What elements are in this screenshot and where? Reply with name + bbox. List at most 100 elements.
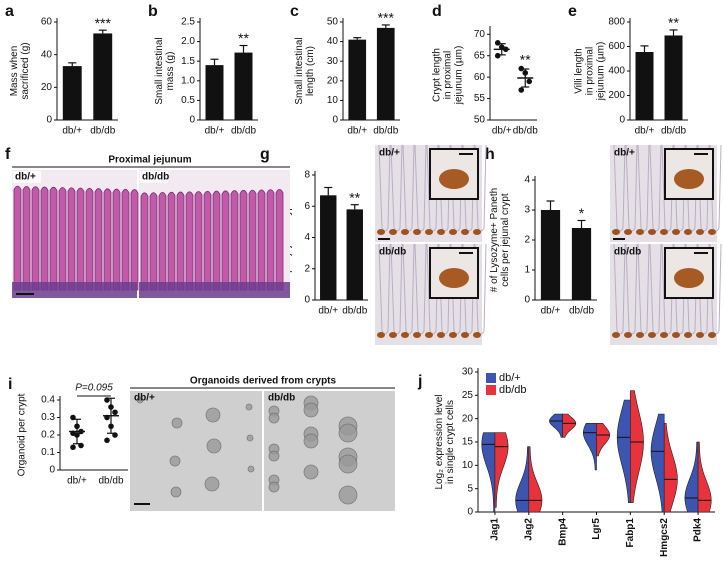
crypt <box>414 144 427 232</box>
crypt <box>450 144 463 232</box>
data-point <box>494 52 501 59</box>
organoid <box>303 433 319 449</box>
image-title: Organoids derived from crypts <box>190 376 337 387</box>
y-axis-label: jejunum (µm) <box>596 42 607 102</box>
y-tick-label: 0 <box>619 115 625 126</box>
y-axis-label: Organoid per crypt <box>17 393 28 476</box>
crypt <box>637 243 650 335</box>
bar <box>93 33 113 120</box>
legend-label: db/db <box>499 384 527 396</box>
villus <box>230 190 239 291</box>
stained-cells <box>708 332 716 338</box>
villus <box>76 187 85 291</box>
y-tick-label: 400 <box>608 66 625 77</box>
stained-cells <box>612 229 620 235</box>
legend-swatch <box>486 373 496 383</box>
y-tick-label: 0 <box>332 115 338 126</box>
villus <box>257 189 266 291</box>
x-tick-label: db/+ <box>318 306 338 317</box>
significance: ** <box>349 189 360 205</box>
image-label: db/db <box>379 247 406 258</box>
stained-cells <box>449 229 457 235</box>
y-axis-label: Small intestinal <box>154 37 165 104</box>
crypt <box>697 243 710 335</box>
image-label: db/db <box>268 393 295 404</box>
y-tick-label: 0 <box>524 295 530 306</box>
panel-letter: h <box>485 146 495 163</box>
villus <box>176 191 185 291</box>
x-tick-label: db/+ <box>205 126 225 137</box>
stained-cells <box>684 332 692 338</box>
stained-cells <box>425 332 433 338</box>
y-tick-label: 5 <box>467 483 473 494</box>
y-tick-label: 55 <box>474 93 486 104</box>
stained-cells <box>413 229 421 235</box>
x-tick-label: Fabp1 <box>625 518 636 548</box>
bar <box>348 39 367 120</box>
image-label: db/db <box>142 172 169 183</box>
y-tick-label: 0.1 <box>41 447 55 458</box>
x-tick-label: db/db <box>342 306 367 317</box>
violin-half <box>663 423 678 513</box>
y-tick-label: 4 <box>524 175 530 186</box>
stained-cells <box>648 332 656 338</box>
crypt <box>709 144 722 232</box>
stained-cells <box>449 332 457 338</box>
violin-half <box>528 446 543 513</box>
legend-swatch <box>486 385 496 395</box>
organoid <box>171 417 183 429</box>
villus <box>275 188 284 291</box>
y-axis-label: Villi length <box>574 48 585 93</box>
inset-cells <box>674 169 704 189</box>
x-tick-label: Hmgcs2 <box>659 518 670 557</box>
panel-letter: g <box>260 146 270 163</box>
image-title: Proximal jejunum <box>108 155 191 166</box>
x-tick-label: db/db <box>661 126 686 137</box>
y-tick-label: 10 <box>327 95 339 106</box>
villus <box>266 189 275 291</box>
bar <box>205 65 224 120</box>
y-axis-label: in proximal <box>443 51 454 99</box>
villus <box>13 185 22 291</box>
organoid <box>204 476 220 492</box>
panel-letter: d <box>432 3 442 20</box>
stained-cells <box>672 229 680 235</box>
x-tick-label: db/+ <box>541 306 561 317</box>
villus <box>194 191 203 291</box>
p-value: P=0.095 <box>75 383 113 394</box>
y-tick-label: 60 <box>41 17 53 28</box>
x-tick-label: db/+ <box>635 126 655 137</box>
villus <box>121 188 130 291</box>
panel-letter: j <box>417 373 422 390</box>
villus <box>203 190 212 291</box>
violin-half <box>515 446 530 513</box>
y-tick-label: 20 <box>462 413 474 424</box>
organoid <box>338 485 358 505</box>
villus <box>31 186 40 291</box>
bar <box>571 228 592 300</box>
y-axis-label: # of Lysozyme+ Paneth <box>489 188 500 292</box>
organoid <box>338 454 358 474</box>
x-tick-label: db/db <box>373 126 398 137</box>
organoid <box>338 423 358 443</box>
x-tick-label: Jag2 <box>523 518 534 541</box>
y-tick-label: 0 <box>467 507 473 518</box>
stained-cells <box>660 229 668 235</box>
x-tick-label: db/db <box>90 126 115 137</box>
x-tick-label: db/db <box>98 476 123 487</box>
bar <box>635 52 654 121</box>
y-axis-label: mass (g) <box>165 52 176 91</box>
crypt <box>378 243 391 335</box>
panel-letter: f <box>5 146 11 163</box>
x-tick-label: db/db <box>569 306 594 317</box>
y-tick-label: 0 <box>304 295 310 306</box>
y-tick-label: 20 <box>41 82 53 93</box>
crypt <box>390 144 403 232</box>
stained-cells <box>624 332 632 338</box>
stained-cells <box>437 229 445 235</box>
y-tick-label: 30 <box>462 367 474 378</box>
crypt <box>474 243 487 335</box>
crypt <box>661 243 674 335</box>
label-bg <box>13 171 41 183</box>
crypt <box>673 144 686 232</box>
